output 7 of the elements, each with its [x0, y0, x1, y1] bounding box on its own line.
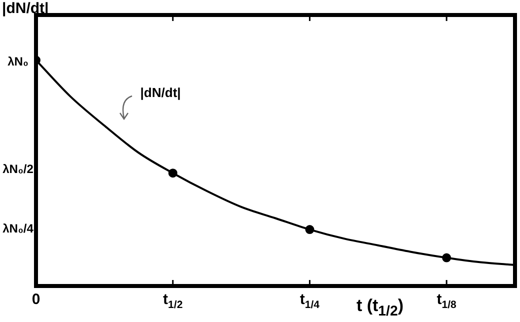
x-axis-title: t (t$_{1/2}$) — [356, 296, 404, 320]
text: λN₀ — [8, 54, 28, 69]
x-tick-label: 0 — [32, 291, 40, 308]
text: λN₀/2 — [2, 162, 34, 176]
y-axis-title: |dN/dt| — [2, 0, 49, 17]
annotation: |dN/dt| — [140, 85, 181, 100]
text: λN₀/4 — [2, 221, 34, 236]
